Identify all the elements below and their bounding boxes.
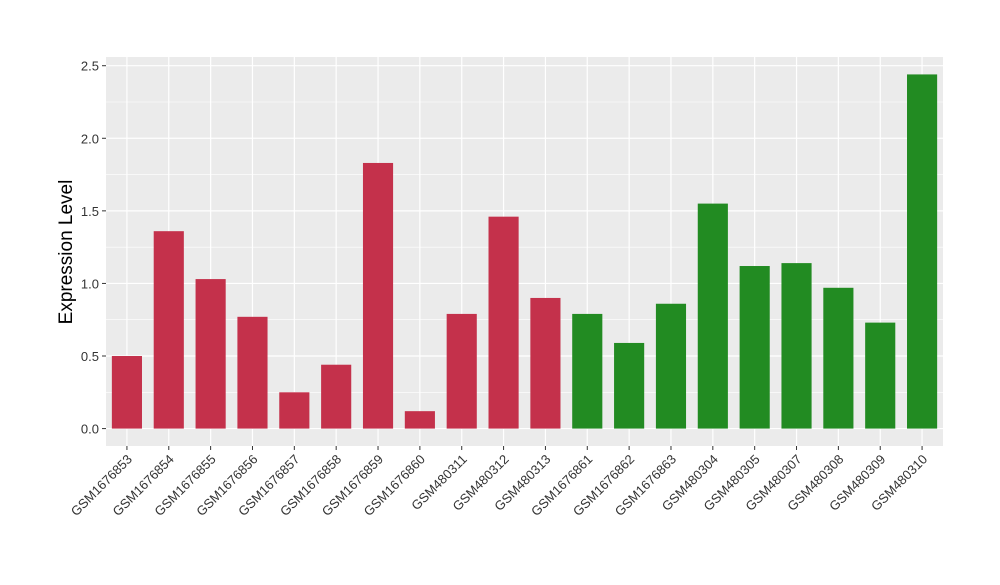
bar-GSM1676860 — [404, 411, 435, 429]
bar-GSM480312 — [488, 216, 519, 429]
bar-GSM480309 — [865, 322, 896, 429]
y-tick-label: 2.5 — [81, 59, 99, 74]
bar-GSM1676861 — [572, 313, 603, 429]
y-axis: 0.0 0.5 1.0 1.5 2.0 2.5 — [81, 59, 106, 437]
bar-GSM1676854 — [153, 231, 184, 429]
bar-GSM1676855 — [195, 279, 226, 429]
bar-GSM480304 — [697, 203, 728, 429]
bar-GSM480313 — [530, 297, 561, 429]
bar-GSM480311 — [446, 313, 477, 429]
y-tick-label: 2.0 — [81, 131, 99, 146]
y-tick-label: 0.0 — [81, 422, 99, 437]
y-axis-label: Expression Level — [56, 180, 77, 325]
bars — [111, 74, 938, 429]
plot-panel — [106, 57, 943, 446]
y-tick-label: 0.5 — [81, 349, 99, 364]
bar-GSM1676862 — [614, 342, 645, 429]
bar-GSM1676853 — [111, 356, 142, 429]
bar-GSM480310 — [907, 74, 938, 429]
x-axis: GSM1676853GSM1676854GSM1676855GSM1676856… — [68, 446, 930, 519]
bar-GSM1676858 — [321, 364, 352, 429]
bar-GSM480308 — [823, 287, 854, 429]
bar-GSM1676856 — [237, 316, 268, 429]
bar-GSM1676859 — [362, 162, 394, 429]
bar-GSM480307 — [781, 263, 812, 429]
y-tick-label: 1.5 — [81, 204, 99, 219]
bar-GSM1676863 — [655, 303, 687, 429]
y-tick-label: 1.0 — [81, 276, 99, 291]
bar-GSM480305 — [739, 266, 770, 429]
bar-GSM1676857 — [279, 392, 310, 429]
